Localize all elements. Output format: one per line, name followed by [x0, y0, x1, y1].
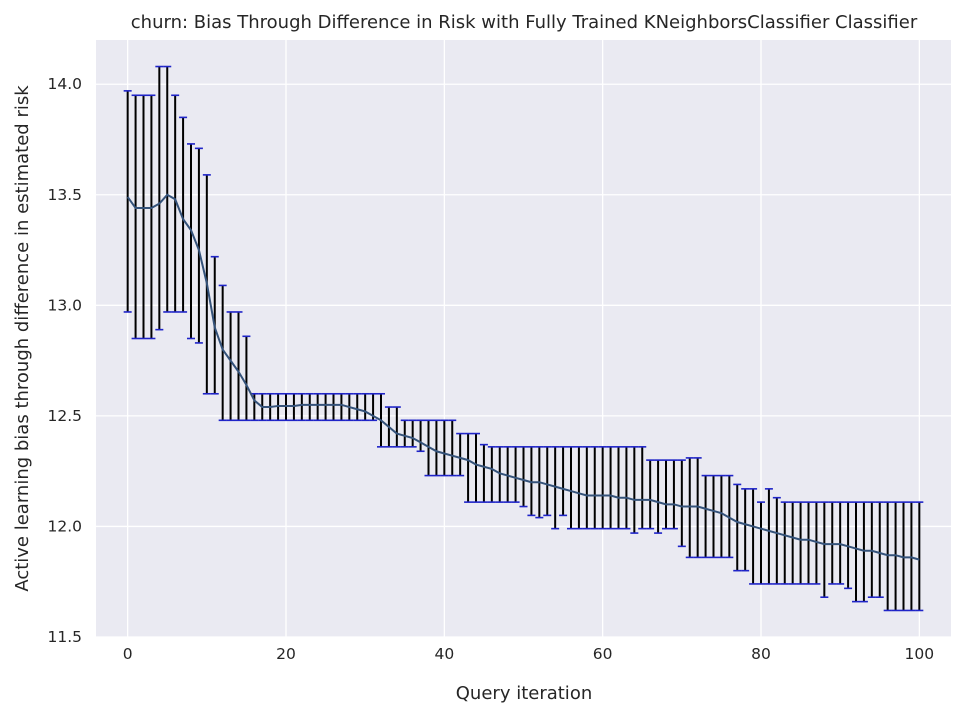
- y-tick-label: 11.5: [47, 628, 82, 646]
- y-tick-label: 13.0: [47, 296, 82, 314]
- x-tick-label: 80: [751, 645, 771, 663]
- y-tick-label: 14.0: [47, 75, 82, 93]
- grid: [96, 40, 951, 638]
- chart-title: churn: Bias Through Difference in Risk w…: [131, 12, 918, 33]
- x-tick-label: 60: [593, 645, 613, 663]
- x-tick-label: 100: [905, 645, 935, 663]
- y-tick-label: 12.5: [47, 407, 82, 425]
- x-tick-label: 40: [434, 645, 454, 663]
- y-tick-label: 13.5: [47, 186, 82, 204]
- series-line: [126, 193, 920, 561]
- series-line-group: [126, 193, 920, 561]
- x-tick-label: 0: [123, 645, 133, 663]
- y-tick-label: 12.0: [47, 517, 82, 535]
- x-axis-label: Query iteration: [456, 683, 592, 704]
- tick-labels: 0 20 40 60 80 100 11.5 12.0 12.5 13.0 13.5 14.0: [47, 75, 934, 663]
- x-tick-label: 20: [276, 645, 296, 663]
- y-axis-label: Active learning bias through difference …: [12, 85, 33, 592]
- plot-background: [96, 40, 951, 637]
- error-bars: [123, 65, 924, 612]
